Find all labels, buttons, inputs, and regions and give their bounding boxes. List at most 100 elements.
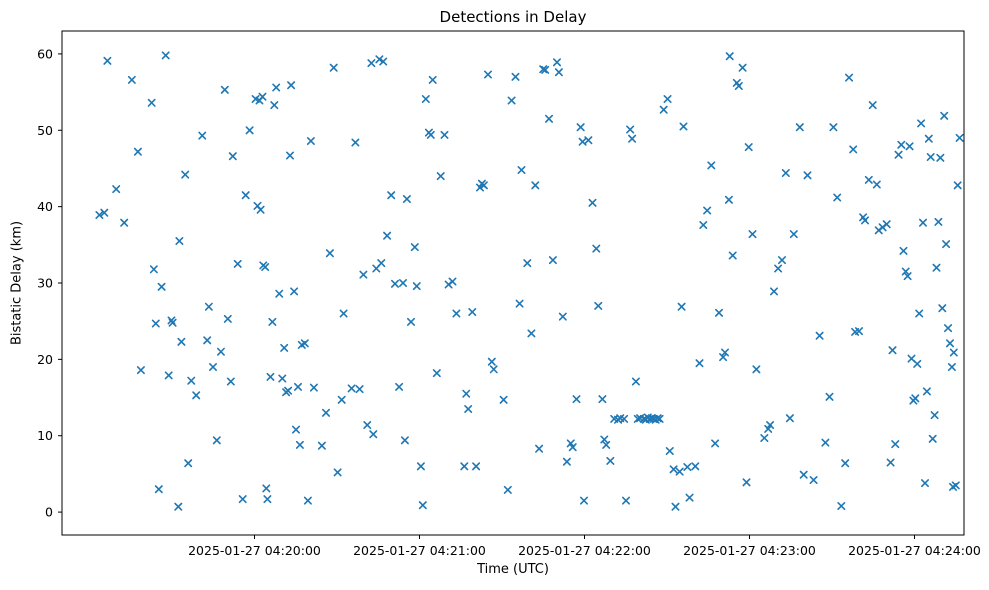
data-point-marker bbox=[472, 462, 481, 471]
x-tick-label: 2025-01-27 04:23:00 bbox=[683, 543, 816, 558]
data-point-marker bbox=[351, 138, 360, 147]
data-point-marker bbox=[558, 312, 567, 321]
data-point-marker bbox=[177, 337, 186, 346]
data-point-marker bbox=[268, 317, 277, 326]
data-point-marker bbox=[287, 81, 296, 90]
data-point-marker bbox=[395, 382, 404, 391]
data-point-marker bbox=[127, 75, 136, 84]
x-axis-label: Time (UTC) bbox=[477, 562, 549, 577]
data-point-marker bbox=[507, 96, 516, 105]
data-point-marker bbox=[781, 169, 790, 177]
data-point-marker bbox=[953, 181, 962, 190]
data-point-marker bbox=[922, 387, 931, 396]
x-tick-label: 2025-01-27 04:21:00 bbox=[353, 543, 486, 558]
data-point-marker bbox=[669, 465, 678, 474]
data-point-marker bbox=[659, 105, 668, 114]
data-point-marker bbox=[168, 318, 177, 327]
data-point-marker bbox=[103, 56, 112, 65]
data-point-marker bbox=[899, 246, 908, 255]
data-point-marker bbox=[212, 436, 221, 445]
data-point-marker bbox=[337, 395, 346, 404]
data-point-marker bbox=[849, 145, 858, 154]
data-point-marker bbox=[734, 82, 743, 90]
data-point-marker bbox=[924, 134, 933, 143]
data-point-marker bbox=[136, 366, 145, 375]
data-point-marker bbox=[460, 462, 469, 471]
data-point-marker bbox=[554, 68, 563, 77]
data-point-marker bbox=[821, 438, 830, 447]
data-point-marker bbox=[917, 119, 926, 128]
data-point-marker bbox=[695, 359, 704, 368]
data-point-marker bbox=[303, 496, 312, 505]
data-point-marker bbox=[147, 98, 156, 107]
data-point-marker bbox=[891, 440, 900, 449]
data-point-marker bbox=[369, 430, 378, 439]
data-point-marker bbox=[226, 377, 235, 386]
data-point-marker bbox=[391, 279, 399, 288]
data-point-marker bbox=[915, 309, 924, 318]
data-point-marker bbox=[181, 170, 190, 179]
data-point-marker bbox=[809, 476, 818, 484]
data-point-marker bbox=[677, 302, 686, 311]
data-point-marker bbox=[679, 122, 688, 131]
data-point-marker bbox=[151, 319, 160, 328]
data-point-marker bbox=[410, 243, 419, 252]
data-point-marker bbox=[944, 324, 953, 333]
data-point-marker bbox=[511, 72, 520, 81]
data-point-marker bbox=[829, 123, 838, 132]
data-point-marker bbox=[833, 193, 842, 202]
data-point-marker bbox=[584, 136, 593, 145]
data-point-marker bbox=[620, 414, 629, 423]
data-point-marker bbox=[290, 287, 299, 296]
data-point-marker bbox=[946, 339, 954, 348]
data-point-marker bbox=[329, 63, 338, 72]
data-point-marker bbox=[548, 256, 557, 265]
data-point-marker bbox=[112, 185, 121, 194]
data-point-marker bbox=[653, 414, 662, 423]
data-point-marker bbox=[566, 439, 575, 448]
data-point-marker bbox=[233, 259, 242, 268]
data-point-marker bbox=[245, 126, 254, 135]
data-point-marker bbox=[484, 70, 492, 79]
data-point-marker bbox=[928, 434, 937, 443]
data-point-marker bbox=[633, 414, 642, 423]
data-point-marker bbox=[905, 142, 914, 151]
data-point-marker bbox=[588, 198, 597, 207]
data-point-marker bbox=[951, 481, 960, 490]
data-point-marker bbox=[725, 52, 734, 61]
data-point-marker bbox=[275, 289, 284, 298]
data-point-marker bbox=[367, 59, 376, 68]
data-point-marker bbox=[882, 220, 891, 229]
data-point-marker bbox=[120, 218, 129, 227]
data-point-marker bbox=[476, 183, 484, 192]
data-point-marker bbox=[317, 441, 326, 450]
data-point-marker bbox=[598, 395, 607, 404]
data-point-marker bbox=[541, 65, 550, 74]
data-point-marker bbox=[499, 395, 508, 404]
data-point-marker bbox=[294, 382, 302, 391]
data-point-marker bbox=[764, 424, 773, 433]
data-point-marker bbox=[133, 147, 142, 156]
data-point-marker bbox=[600, 435, 609, 444]
data-point-marker bbox=[515, 299, 524, 308]
data-point-marker bbox=[897, 140, 906, 149]
y-axis-label: Bistatic Delay (km) bbox=[9, 220, 25, 346]
y-tick-label: 50 bbox=[37, 123, 53, 138]
x-tick-label: 2025-01-27 04:20:00 bbox=[188, 543, 321, 558]
data-point-marker bbox=[339, 309, 348, 318]
data-point-marker bbox=[209, 363, 217, 371]
data-point-marker bbox=[955, 133, 964, 142]
data-point-marker bbox=[940, 111, 949, 120]
data-point-marker bbox=[161, 51, 170, 60]
data-point-marker bbox=[164, 371, 173, 380]
data-point-marker bbox=[258, 92, 267, 101]
data-point-marker bbox=[198, 131, 207, 140]
data-point-marker bbox=[418, 501, 427, 510]
data-point-marker bbox=[375, 55, 384, 64]
data-point-marker bbox=[412, 282, 421, 291]
data-point-marker bbox=[721, 348, 729, 357]
data-point-marker bbox=[868, 101, 877, 110]
data-point-marker bbox=[295, 440, 304, 449]
data-point-marker bbox=[462, 389, 471, 398]
